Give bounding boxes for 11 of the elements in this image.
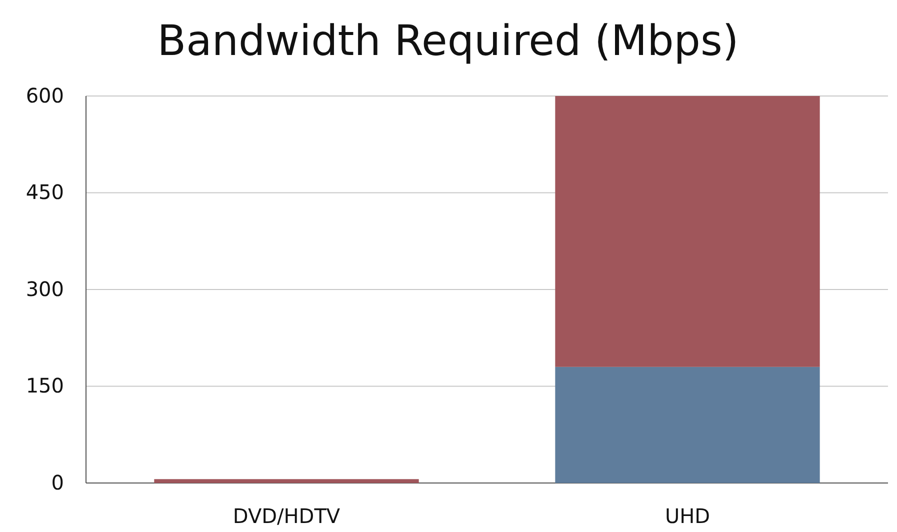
bar [154, 479, 419, 483]
x-tick-label: UHD [664, 504, 710, 528]
y-tick-label: 0 [51, 470, 64, 494]
bar [555, 366, 820, 483]
bar [555, 96, 820, 367]
x-tick-label: DVD/HDTV [232, 504, 340, 528]
chart-title: Bandwidth Required (Mbps) [157, 16, 739, 65]
y-tick-label: 450 [26, 180, 64, 204]
y-tick-label: 150 [26, 374, 64, 398]
y-tick-label: 300 [26, 276, 64, 301]
y-tick-label: 600 [26, 83, 64, 108]
